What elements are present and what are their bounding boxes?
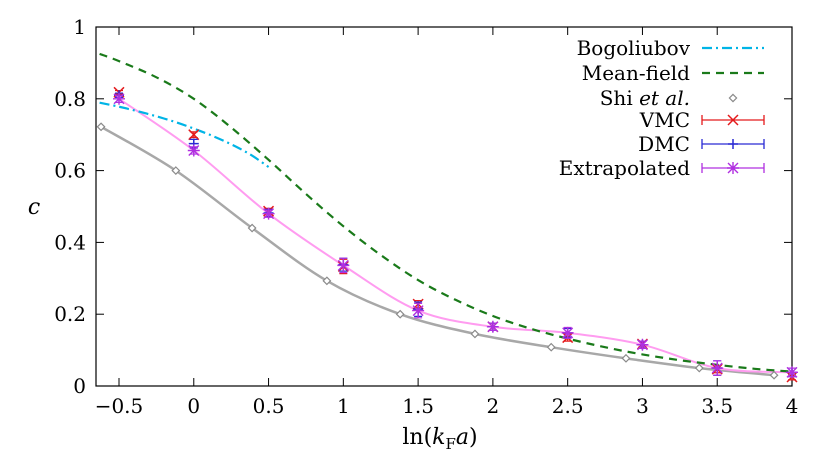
extrapolated-point bbox=[711, 362, 724, 375]
legend-label: Bogoliubov bbox=[577, 36, 691, 60]
y-tick-label: 0 bbox=[73, 374, 86, 398]
y-tick-label: 1 bbox=[73, 15, 86, 39]
shi-point bbox=[96, 122, 106, 132]
extrapolated-point bbox=[337, 259, 350, 272]
extrapolated-point bbox=[262, 207, 275, 220]
x-tick-label: 1 bbox=[337, 394, 350, 418]
extrapolated-point bbox=[636, 338, 649, 351]
legend-label: VMC bbox=[639, 108, 690, 132]
shi-curve bbox=[100, 125, 775, 377]
legend-marker-extrapolated bbox=[727, 162, 739, 174]
x-tick-label: 4 bbox=[786, 394, 799, 418]
extrapolated-point bbox=[486, 320, 499, 333]
extrapolated-point bbox=[412, 304, 425, 317]
plot-frame bbox=[95, 26, 793, 387]
y-axis-title: c bbox=[28, 195, 40, 220]
legend-key-shi-et-al bbox=[728, 93, 738, 103]
x-tick-label: 0.5 bbox=[253, 394, 285, 418]
axes-layer: −0.5 0 0.5 1 1.5 2 2.5 3 3.5 4 0 0.2 0.4 0.6 0.8 1 bbox=[54, 15, 798, 418]
shi-point bbox=[621, 353, 631, 363]
bogoliubov-curve bbox=[99, 101, 270, 168]
shi-point bbox=[395, 309, 405, 319]
y-tick-label: 0.2 bbox=[54, 302, 86, 326]
legend-marker-dmc bbox=[728, 139, 738, 149]
legend-label: DMC bbox=[638, 132, 690, 156]
shi-point bbox=[171, 166, 181, 176]
shi-point bbox=[470, 329, 480, 339]
extrapolated-point bbox=[113, 92, 125, 105]
legend-label: Shi et al. bbox=[600, 86, 690, 110]
vmc-point bbox=[188, 129, 200, 141]
legend-label: Extrapolated bbox=[559, 156, 690, 180]
x-axis-title: ln(kFa) bbox=[402, 425, 477, 453]
y-tick-label: 0.4 bbox=[54, 230, 86, 254]
shi-point bbox=[247, 223, 257, 233]
extrapolated-point bbox=[561, 326, 574, 339]
extrapolated-curve bbox=[118, 97, 793, 374]
curves-layer bbox=[99, 52, 793, 377]
extrapolated-point bbox=[187, 144, 200, 157]
x-tick-label: 0 bbox=[187, 394, 200, 418]
x-tick-label: 3.5 bbox=[701, 394, 733, 418]
shi-point bbox=[546, 342, 556, 352]
x-tick-label: 1.5 bbox=[402, 394, 434, 418]
x-tick-label: 2.5 bbox=[552, 394, 584, 418]
legend-label: Mean-field bbox=[582, 61, 690, 85]
y-tick-label: 0.8 bbox=[54, 87, 86, 111]
mean-field-curve bbox=[99, 52, 793, 373]
shi-point bbox=[322, 276, 332, 286]
legend-marker-vmc bbox=[727, 114, 739, 126]
x-tick-label: 2 bbox=[487, 394, 500, 418]
shi-point bbox=[769, 370, 779, 380]
x-tick-label: −0.5 bbox=[95, 394, 144, 418]
extrapolated-point bbox=[786, 366, 798, 379]
shi-point bbox=[694, 363, 704, 373]
marks-layer bbox=[96, 86, 798, 383]
y-tick-label: 0.6 bbox=[54, 159, 86, 183]
x-tick-label: 3 bbox=[636, 394, 649, 418]
